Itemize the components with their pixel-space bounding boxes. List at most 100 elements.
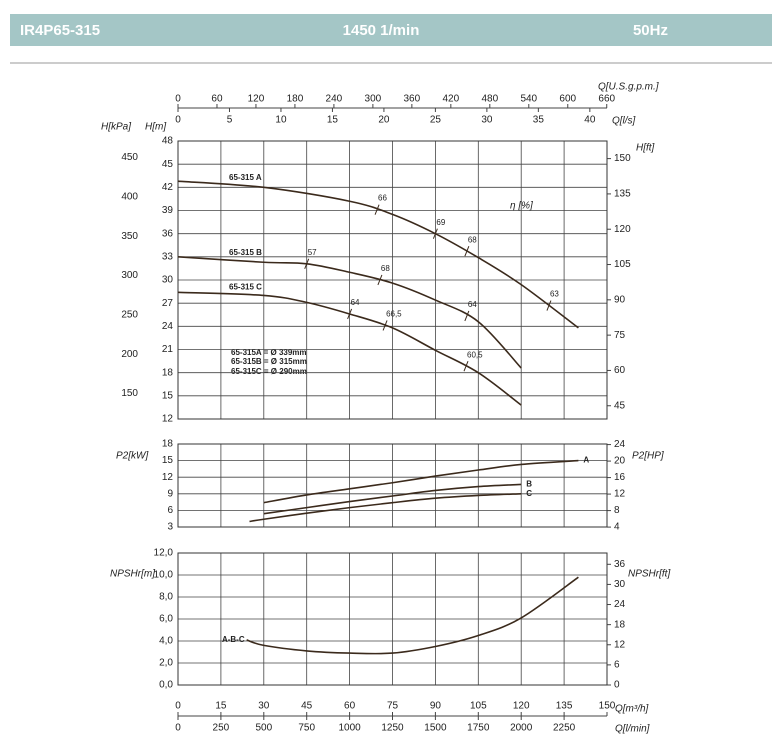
- y2-tick-label: 45: [614, 400, 626, 411]
- y3-tick-label: 300: [121, 270, 138, 281]
- x2-tick-label: 30: [481, 115, 493, 126]
- x2-tick-label: 2250: [553, 723, 576, 734]
- axis-title: P2[HP]: [632, 451, 664, 462]
- x-tick-label: 135: [556, 701, 573, 712]
- curve: [246, 576, 579, 655]
- legend-label: B: [526, 480, 532, 489]
- y-tick-label: 36: [162, 228, 174, 239]
- efficiency-tick: [546, 300, 552, 311]
- x-tick-label: 90: [430, 701, 442, 712]
- y2-tick-label: 150: [614, 153, 631, 164]
- y3-tick-label: 250: [121, 310, 138, 321]
- x-tick-label: 30: [258, 701, 270, 712]
- x-tick-label: 75: [387, 701, 399, 712]
- x-tick-label: 60: [344, 701, 356, 712]
- y-tick-label: 6: [167, 505, 173, 516]
- curve: [177, 256, 522, 369]
- plot-frame: [177, 140, 608, 420]
- y-tick-label: 9: [167, 488, 173, 499]
- y2-tick-label: 36: [614, 559, 626, 570]
- x2-tick-label: 500: [255, 723, 272, 734]
- x3-tick-label: 420: [442, 94, 459, 105]
- y2-tick-label: 6: [614, 660, 620, 671]
- x-tick-label: 15: [215, 701, 227, 712]
- y-tick-label: 33: [162, 251, 174, 262]
- x2-tick-label: 25: [430, 115, 442, 126]
- y-tick-label: 10,0: [154, 570, 174, 581]
- y-tick-label: 3: [167, 522, 173, 533]
- x2-tick-label: 20: [378, 115, 390, 126]
- x2-tick-label: 0: [175, 115, 181, 126]
- axis-title: NPSHr[ft]: [628, 569, 670, 580]
- x3-tick-label: 120: [248, 94, 265, 105]
- axis-title: H[m]: [145, 122, 166, 133]
- efficiency-label: 68: [468, 235, 477, 244]
- legend-label: A-B-C: [222, 635, 245, 644]
- x-tick-label: 0: [175, 701, 181, 712]
- y-tick-label: 2,0: [159, 658, 173, 669]
- y2-tick-label: 18: [614, 619, 626, 630]
- axis-title: H[kPa]: [101, 122, 131, 133]
- y3-tick-label: 450: [121, 152, 138, 163]
- note: 65-315A = Ø 339mm: [231, 348, 307, 357]
- x-tick-label: 150: [599, 701, 616, 712]
- efficiency-tick: [432, 228, 438, 239]
- efficiency-tick: [464, 310, 470, 322]
- y2-tick-label: 4: [614, 522, 620, 533]
- efficiency-tick: [463, 361, 469, 372]
- efficiency-tick: [347, 308, 353, 320]
- axis-title: Q[m³/h]: [615, 704, 649, 715]
- x2-tick-label: 1250: [381, 723, 404, 734]
- x3-tick-label: 60: [211, 94, 223, 105]
- efficiency-label: 63: [550, 290, 559, 299]
- y-tick-label: 18: [162, 439, 174, 450]
- y3-tick-label: 350: [121, 231, 138, 242]
- speed: 1450 1/min: [343, 22, 420, 39]
- axis-title: Q[U.S.g.p.m.]: [598, 82, 659, 93]
- y3-tick-label: 400: [121, 191, 138, 202]
- curve: [249, 493, 522, 523]
- plot-frame: [177, 443, 608, 528]
- efficiency-label: 68: [381, 264, 390, 273]
- y2-tick-label: 20: [614, 456, 626, 467]
- curve: [263, 459, 579, 504]
- y-tick-label: 24: [162, 321, 174, 332]
- y-tick-label: 18: [162, 367, 174, 378]
- y2-tick-label: 8: [614, 505, 620, 516]
- x3-tick-label: 180: [287, 94, 304, 105]
- x2-tick-label: 1000: [338, 723, 361, 734]
- y2-tick-label: 0: [614, 680, 620, 691]
- x-tick-label: 105: [470, 701, 487, 712]
- y-tick-label: 45: [162, 159, 174, 170]
- x2-tick-label: 750: [298, 723, 315, 734]
- x3-tick-label: 660: [598, 94, 615, 105]
- axis-title: Q[l/s]: [612, 116, 636, 127]
- y-tick-label: 48: [162, 136, 174, 147]
- y-tick-label: 21: [162, 344, 174, 355]
- efficiency-label: 60,5: [467, 350, 483, 359]
- legend-label: 65-315 A: [229, 173, 262, 182]
- x2-tick-label: 1750: [467, 723, 490, 734]
- x2-tick-label: 35: [533, 115, 545, 126]
- x3-tick-label: 540: [520, 94, 537, 105]
- x-tick-label: 120: [513, 701, 530, 712]
- y-tick-label: 4,0: [159, 636, 173, 647]
- axis-title: Q[l/min]: [615, 724, 650, 735]
- y2-tick-label: 24: [614, 599, 626, 610]
- axis-title: NPSHr[m]: [110, 569, 155, 580]
- y-tick-label: 42: [162, 182, 174, 193]
- x3-tick-label: 240: [326, 94, 343, 105]
- y-tick-label: 39: [162, 205, 174, 216]
- x3-tick-label: 360: [404, 94, 421, 105]
- y2-tick-label: 12: [614, 489, 626, 500]
- efficiency-label: 64: [468, 300, 477, 309]
- y-tick-label: 0,0: [159, 680, 173, 691]
- efficiency-tick: [374, 204, 380, 215]
- y2-tick-label: 24: [614, 439, 626, 450]
- efficiency-label: 64: [351, 298, 360, 307]
- x2-tick-label: 1500: [424, 723, 447, 734]
- efficiency-tick: [377, 274, 383, 286]
- curve: [263, 483, 522, 515]
- y-tick-label: 12,0: [154, 548, 174, 559]
